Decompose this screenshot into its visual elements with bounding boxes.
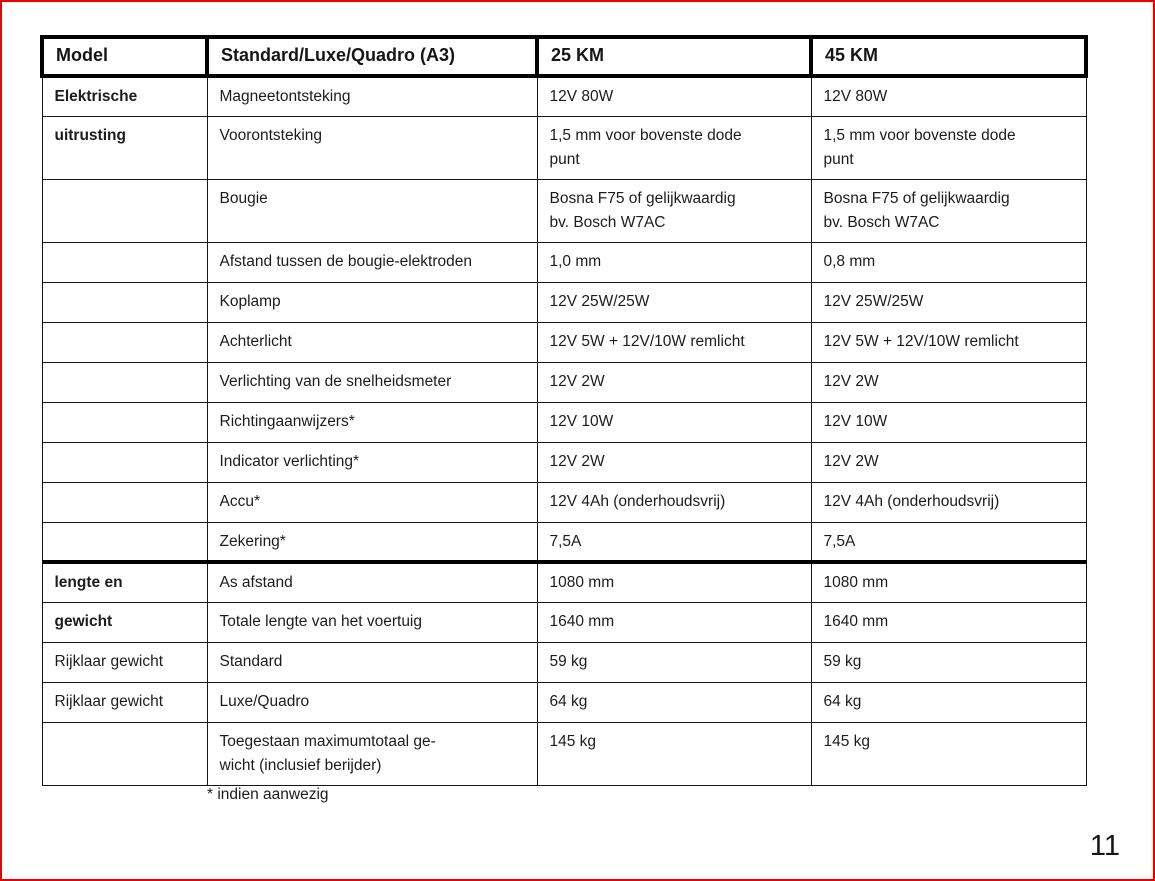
cell-45km: 59 kg bbox=[810, 641, 1087, 683]
cell-model: lengte en bbox=[41, 560, 208, 603]
cell-label: Afstand tussen de bougie-elektroden bbox=[206, 241, 538, 283]
cell-model: Elektrische bbox=[41, 75, 208, 117]
specifications-table: Model Standard/Luxe/Quadro (A3) 25 KM 45… bbox=[40, 35, 1088, 786]
cell-45km: 7,5A bbox=[810, 521, 1087, 563]
column-header-model: Model bbox=[40, 35, 209, 78]
cell-45km: 12V 4Ah (onderhoudsvrij) bbox=[810, 481, 1087, 523]
cell-45km: 1080 mm bbox=[810, 560, 1087, 603]
table-row: Rijklaar gewicht Standard 59 kg 59 kg bbox=[41, 641, 1087, 683]
cell-25km: 145 kg bbox=[536, 721, 812, 786]
cell-label: Magneetontsteking bbox=[206, 75, 538, 117]
cell-25km: 12V 2W bbox=[536, 441, 812, 483]
cell-45km: 1,5 mm voor bovenste dode punt bbox=[810, 115, 1087, 180]
cell-model bbox=[41, 441, 208, 483]
cell-25km: 12V 2W bbox=[536, 361, 812, 403]
cell-model bbox=[41, 361, 208, 403]
cell-45km: 12V 2W bbox=[810, 441, 1087, 483]
table-row: uitrusting Voorontsteking 1,5 mm voor bo… bbox=[41, 115, 1087, 180]
cell-model bbox=[41, 521, 208, 563]
cell-45km: 12V 5W + 12V/10W remlicht bbox=[810, 321, 1087, 363]
cell-model bbox=[41, 721, 208, 786]
cell-model: gewicht bbox=[41, 601, 208, 643]
table-row: Accu* 12V 4Ah (onderhoudsvrij) 12V 4Ah (… bbox=[41, 481, 1087, 523]
table-header-row: Model Standard/Luxe/Quadro (A3) 25 KM 45… bbox=[40, 35, 1088, 78]
table-row-section-length-weight: lengte en As afstand 1080 mm 1080 mm bbox=[41, 560, 1087, 603]
cell-label: Koplamp bbox=[206, 281, 538, 323]
table-row: Achterlicht 12V 5W + 12V/10W remlicht 12… bbox=[41, 321, 1087, 363]
cell-25km: Bosna F75 of gelijkwaardig bv. Bosch W7A… bbox=[536, 178, 812, 243]
cell-model bbox=[41, 481, 208, 523]
cell-45km: 12V 10W bbox=[810, 401, 1087, 443]
cell-25km: 12V 5W + 12V/10W remlicht bbox=[536, 321, 812, 363]
table-row: Zekering* 7,5A 7,5A bbox=[41, 521, 1087, 563]
table-row: gewicht Totale lengte van het voertuig 1… bbox=[41, 601, 1087, 643]
cell-45km: 12V 25W/25W bbox=[810, 281, 1087, 323]
cell-label: Voorontsteking bbox=[206, 115, 538, 180]
table-row: Afstand tussen de bougie-elektroden 1,0 … bbox=[41, 241, 1087, 283]
cell-label: Achterlicht bbox=[206, 321, 538, 363]
cell-45km: 0,8 mm bbox=[810, 241, 1087, 283]
cell-25km: 1,0 mm bbox=[536, 241, 812, 283]
cell-label: Toegestaan maximumtotaal ge- wicht (incl… bbox=[206, 721, 538, 786]
page-number: 11 bbox=[1089, 830, 1120, 862]
cell-model bbox=[41, 321, 208, 363]
cell-model bbox=[41, 401, 208, 443]
cell-25km: 59 kg bbox=[536, 641, 812, 683]
cell-model: Rijklaar gewicht bbox=[41, 681, 208, 723]
column-header-45km: 45 KM bbox=[809, 35, 1088, 78]
table-row: Toegestaan maximumtotaal ge- wicht (incl… bbox=[41, 721, 1087, 786]
cell-25km: 7,5A bbox=[536, 521, 812, 563]
footnote-asterisk-note: * indien aanwezig bbox=[207, 786, 329, 803]
cell-25km: 1080 mm bbox=[536, 560, 812, 603]
cell-25km: 12V 25W/25W bbox=[536, 281, 812, 323]
cell-45km: 12V 2W bbox=[810, 361, 1087, 403]
cell-label: Zekering* bbox=[206, 521, 538, 563]
cell-25km: 12V 80W bbox=[536, 75, 812, 117]
cell-45km: 12V 80W bbox=[810, 75, 1087, 117]
cell-25km: 12V 4Ah (onderhoudsvrij) bbox=[536, 481, 812, 523]
table-row: Richtingaanwijzers* 12V 10W 12V 10W bbox=[41, 401, 1087, 443]
cell-label: As afstand bbox=[206, 560, 538, 603]
cell-label: Standard bbox=[206, 641, 538, 683]
cell-25km: 64 kg bbox=[536, 681, 812, 723]
table-row: Elektrische Magneetontsteking 12V 80W 12… bbox=[41, 75, 1087, 117]
cell-25km: 1640 mm bbox=[536, 601, 812, 643]
cell-model: uitrusting bbox=[41, 115, 208, 180]
cell-model bbox=[41, 241, 208, 283]
cell-45km: Bosna F75 of gelijkwaardig bv. Bosch W7A… bbox=[810, 178, 1087, 243]
cell-model bbox=[41, 281, 208, 323]
cell-label: Accu* bbox=[206, 481, 538, 523]
cell-label: Luxe/Quadro bbox=[206, 681, 538, 723]
column-header-variant: Standard/Luxe/Quadro (A3) bbox=[205, 35, 539, 78]
table-row: Verlichting van de snelheidsmeter 12V 2W… bbox=[41, 361, 1087, 403]
cell-label: Richtingaanwijzers* bbox=[206, 401, 538, 443]
table-row: Rijklaar gewicht Luxe/Quadro 64 kg 64 kg bbox=[41, 681, 1087, 723]
cell-label: Bougie bbox=[206, 178, 538, 243]
table-row: Bougie Bosna F75 of gelijkwaardig bv. Bo… bbox=[41, 178, 1087, 243]
cell-45km: 64 kg bbox=[810, 681, 1087, 723]
table-row: Indicator verlichting* 12V 2W 12V 2W bbox=[41, 441, 1087, 483]
cell-label: Verlichting van de snelheidsmeter bbox=[206, 361, 538, 403]
cell-label: Indicator verlichting* bbox=[206, 441, 538, 483]
cell-25km: 12V 10W bbox=[536, 401, 812, 443]
cell-45km: 145 kg bbox=[810, 721, 1087, 786]
cell-25km: 1,5 mm voor bovenste dode punt bbox=[536, 115, 812, 180]
table-row: Koplamp 12V 25W/25W 12V 25W/25W bbox=[41, 281, 1087, 323]
cell-45km: 1640 mm bbox=[810, 601, 1087, 643]
cell-label: Totale lengte van het voertuig bbox=[206, 601, 538, 643]
column-header-25km: 25 KM bbox=[535, 35, 813, 78]
cell-model bbox=[41, 178, 208, 243]
cell-model: Rijklaar gewicht bbox=[41, 641, 208, 683]
